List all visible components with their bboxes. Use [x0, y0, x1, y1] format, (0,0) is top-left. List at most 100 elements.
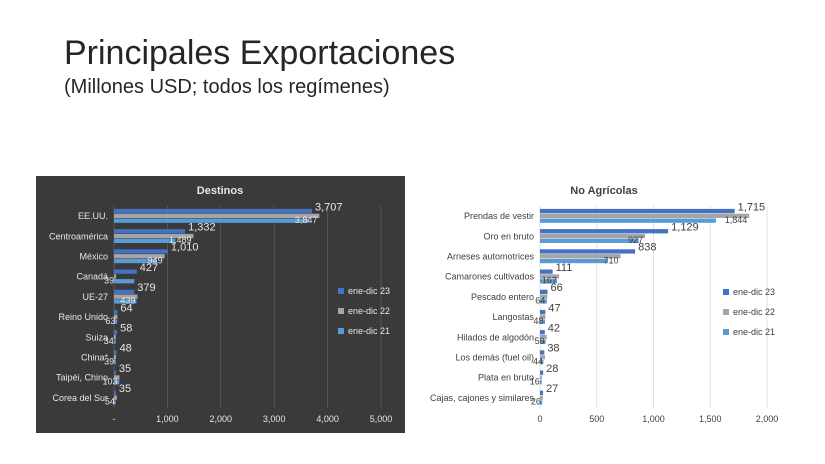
bar [540, 233, 646, 239]
bar [540, 334, 547, 340]
bar [540, 213, 750, 218]
data-label: 103 [102, 377, 117, 387]
bar [114, 314, 118, 319]
data-label: 63 [105, 316, 115, 326]
bar [114, 370, 116, 375]
category-label: Pescado entero [471, 292, 534, 302]
bar [540, 314, 546, 319]
legend-entry: ene-dic 22 [348, 306, 390, 316]
data-label: 59 [535, 336, 545, 346]
bar [114, 390, 116, 395]
bar [540, 208, 735, 214]
bar [540, 289, 548, 294]
data-label: 66 [550, 282, 562, 294]
bar [114, 299, 137, 304]
legend-swatch [723, 289, 729, 295]
bar [540, 254, 621, 259]
bar [114, 208, 312, 214]
legend-swatch [723, 309, 729, 315]
bar [540, 375, 542, 380]
data-label: 39 [104, 276, 114, 286]
bar [540, 249, 636, 254]
data-label: 1,010 [171, 242, 199, 254]
bar [540, 355, 545, 360]
bar [540, 258, 609, 264]
data-label: 439 [120, 296, 135, 306]
data-label: 27 [546, 383, 558, 395]
bar [114, 218, 309, 223]
bar [114, 274, 117, 279]
bar [114, 289, 135, 294]
data-label: 1,489 [169, 235, 192, 245]
bar [114, 375, 120, 380]
bar [540, 309, 546, 315]
data-label: 1,844 [725, 215, 748, 225]
x-tick-label: 1,000 [156, 414, 179, 424]
bar [114, 319, 118, 324]
bar [114, 350, 117, 355]
bar [114, 269, 137, 274]
legend-entry: ene-dic 23 [733, 287, 775, 297]
category-label: UE-27 [82, 292, 108, 302]
x-tick-label: - [113, 414, 116, 424]
x-tick-label: 3,000 [263, 414, 286, 424]
bar [540, 350, 545, 355]
data-label: 379 [137, 282, 155, 294]
x-tick-label: 2,000 [210, 414, 233, 424]
data-label: 111 [556, 262, 573, 274]
data-label: 42 [548, 323, 560, 335]
bar [114, 279, 135, 284]
bar [540, 299, 547, 304]
data-label: 1,332 [188, 222, 216, 234]
data-label: 48 [533, 316, 543, 326]
data-label: 16 [530, 377, 540, 387]
legend-swatch [723, 329, 729, 335]
category-label: EE.UU. [78, 211, 108, 221]
category-label: Camarones cultivados [445, 272, 535, 282]
category-label: Oro en bruto [483, 231, 534, 241]
bar [540, 274, 559, 279]
bar [540, 330, 545, 335]
bar [114, 400, 116, 405]
data-label: 949 [148, 255, 163, 265]
bar [114, 238, 176, 243]
category-label: Suiza [85, 332, 108, 342]
bar [540, 395, 543, 400]
legend-swatch [338, 288, 344, 294]
category-label: México [79, 252, 108, 262]
bar [540, 218, 716, 223]
bar [540, 390, 544, 395]
data-label: 54 [105, 397, 115, 407]
legend-entry: ene-dic 21 [733, 327, 775, 337]
bar [540, 238, 639, 243]
bar [114, 294, 138, 299]
x-tick-label: 1,000 [642, 414, 665, 424]
data-label: 58 [120, 323, 132, 335]
x-tick-label: 500 [589, 414, 604, 424]
x-tick-label: 2,000 [756, 414, 779, 424]
bar [114, 254, 165, 259]
category-label: Canadá [76, 272, 108, 282]
slide-title: Principales Exportaciones [64, 34, 456, 72]
data-label: 1,129 [671, 222, 699, 234]
bar [540, 279, 558, 284]
bar [114, 334, 116, 340]
category-label: Centroamérica [49, 231, 108, 241]
category-label: Hilados de algodón [457, 332, 534, 342]
bar [114, 309, 118, 315]
destinos-chart: Destinos - 1,000 2,000 3,000 4,000 5,000 Corea … [36, 176, 405, 433]
slide-subtitle: (Millones USD; todos los regímenes) [64, 76, 390, 98]
bar [540, 319, 546, 324]
bar [114, 330, 118, 335]
legend-entry: ene-dic 22 [733, 307, 775, 317]
no-agricolas-chart: No Agrícolas 0 500 1,000 1,500 2,000 Cajas, ca… [418, 176, 802, 433]
bar [540, 269, 553, 274]
bar [114, 249, 168, 254]
bar [114, 229, 186, 234]
bar [540, 294, 548, 299]
bar [540, 339, 546, 344]
data-label: 34 [104, 336, 114, 346]
category-label: Langostas [492, 312, 534, 322]
x-tick-label: 4,000 [316, 414, 339, 424]
data-label: 927 [628, 235, 643, 245]
